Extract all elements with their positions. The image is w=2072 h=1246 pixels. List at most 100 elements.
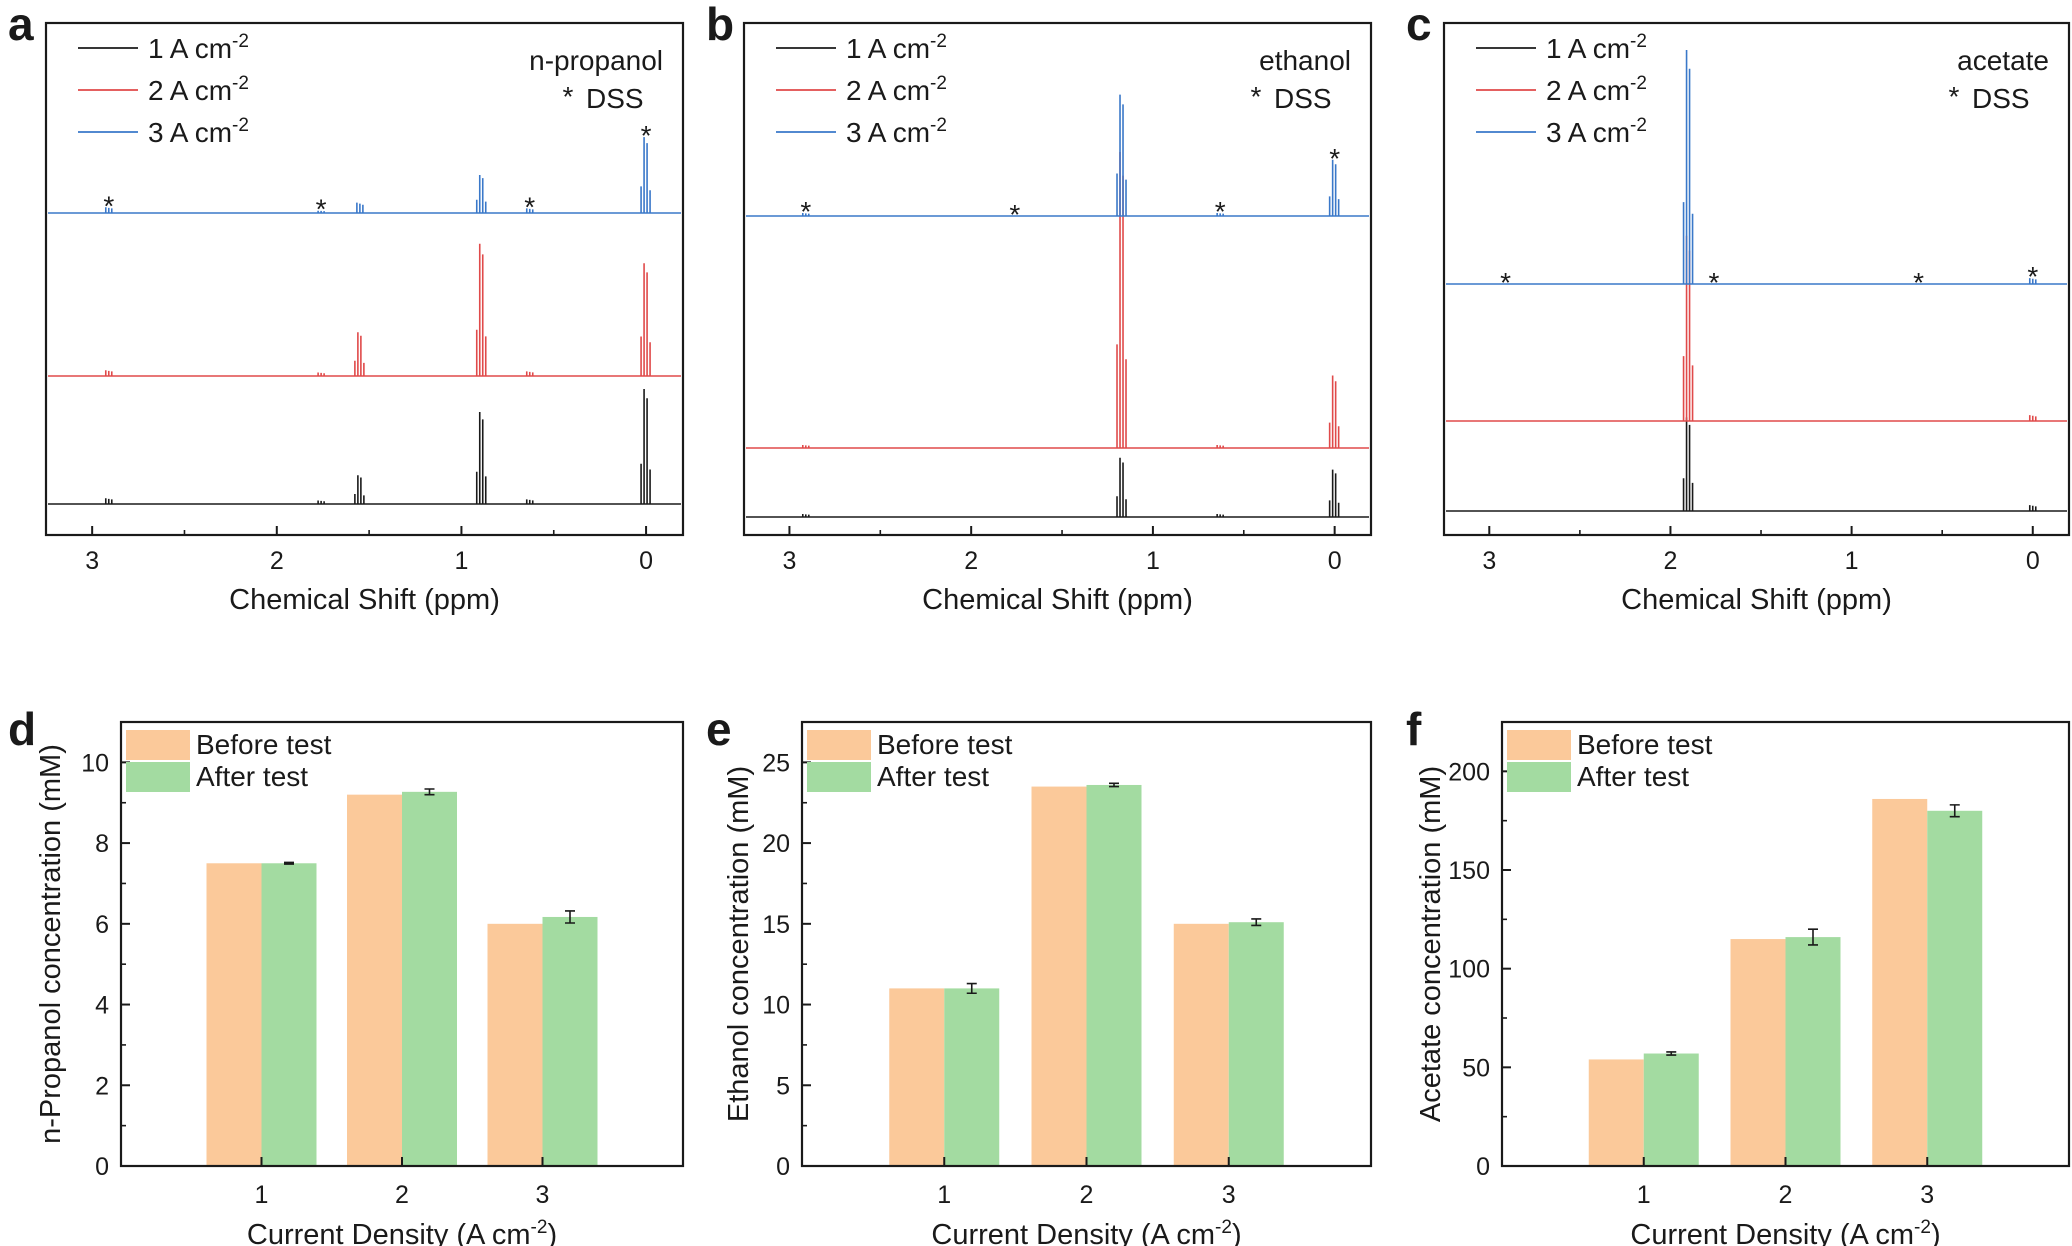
dss-star-marker: *	[1215, 196, 1226, 227]
spectrum-3A	[1446, 50, 2067, 285]
bar-after-2	[402, 791, 457, 1166]
spectrum-peak	[1682, 235, 1694, 421]
error-bar	[966, 982, 977, 995]
spectrum-peak	[2028, 278, 2037, 284]
spectrum-peak	[317, 372, 325, 376]
compound-label: acetate	[1957, 45, 2049, 76]
x-axis-label: Current Density (A cm-2)	[931, 1217, 1241, 1246]
plot-frame	[1442, 21, 2071, 537]
x-tick-label: 1	[454, 547, 468, 575]
dss-star-marker: *	[800, 196, 811, 227]
x-tick-label: 0	[1328, 547, 1342, 575]
text-span: 3 A cm	[846, 117, 930, 148]
bar-before-2	[1730, 939, 1786, 1166]
spectrum-peak	[317, 210, 325, 213]
superscript: -2	[930, 115, 947, 136]
spectrum-3A	[746, 94, 1369, 217]
spectrum-peak	[801, 445, 810, 448]
dss-star-marker: *	[524, 191, 535, 222]
error-bar	[1109, 782, 1119, 788]
dss-star-marker: *	[1500, 267, 1511, 298]
spectrum-peak	[1216, 445, 1224, 448]
panel-label: a	[8, 0, 34, 50]
superscript: -2	[1914, 1217, 1931, 1238]
error-bar	[1251, 918, 1262, 927]
y-tick-label: 0	[776, 1153, 790, 1181]
x-tick-label: 3	[536, 1181, 550, 1209]
text-span: 2 A cm	[846, 75, 930, 106]
bar-after-1	[944, 988, 1000, 1166]
legend-label: 2 A cm-2	[1546, 73, 1647, 106]
dss-star-marker: *	[316, 194, 327, 225]
spectrum-peak	[354, 475, 365, 504]
y-tick-label: 0	[1476, 1153, 1490, 1181]
spectrum-2A	[48, 243, 681, 377]
spectrum-peak	[1116, 152, 1127, 448]
text-span: )	[1931, 1219, 1941, 1246]
spectrum-peak	[640, 137, 651, 213]
superscript: -2	[232, 73, 249, 94]
y-axis-label: n-Propanol concentration (mM)	[35, 744, 67, 1144]
legend-label: Before test	[877, 729, 1013, 760]
dss-star-marker: *	[103, 190, 114, 221]
x-tick-label: 2	[395, 1181, 409, 1209]
y-tick-label: 4	[95, 992, 109, 1020]
bar-panel-d: d 1 2 3 0 2 4 6 8 10 n-Propanol concentration (mM)…	[8, 703, 685, 1246]
spectrum-peak	[640, 389, 651, 504]
text-span: Current Density (A cm	[931, 1219, 1215, 1246]
error-bar	[1949, 804, 1960, 818]
spectrum-peak	[1328, 375, 1340, 448]
panel-label: b	[706, 0, 734, 50]
error-bar	[1808, 928, 1818, 946]
text-span: 2 A cm	[148, 75, 232, 106]
y-tick-label: 15	[762, 911, 790, 939]
bar-after-3	[542, 916, 598, 1166]
spectrum-peak	[525, 499, 534, 504]
spectrum-2A	[1446, 235, 2067, 422]
x-tick-label: 3	[1920, 1181, 1934, 1209]
legend-label: Before test	[196, 729, 332, 760]
error-bar	[284, 861, 294, 865]
x-tick-label: 1	[937, 1181, 951, 1209]
x-tick-label: 1	[1845, 547, 1859, 575]
spectrum-peak	[1328, 469, 1340, 517]
x-tick-label: 1	[255, 1181, 269, 1209]
legend-swatch-after	[807, 762, 871, 792]
text-span: 1 A cm	[846, 33, 930, 64]
legend-label: After test	[196, 761, 308, 792]
dss-star: *	[1251, 81, 1262, 112]
spectrum-peak	[104, 370, 113, 376]
dss-label: DSS	[1972, 83, 2030, 114]
legend-label: 2 A cm-2	[148, 73, 249, 106]
legend-swatch-after	[126, 762, 190, 792]
x-tick-label: 2	[1779, 1181, 1793, 1209]
y-tick-label: 150	[1448, 857, 1490, 885]
spectrum-2A	[746, 152, 1369, 449]
spectrum-1A	[1446, 417, 2067, 512]
bar-before-1	[1588, 1059, 1644, 1166]
bar-before-2	[347, 794, 402, 1166]
dss-star-marker: *	[641, 120, 652, 151]
y-axis-label: Acetate concentration (mM)	[1415, 766, 1447, 1122]
text-span: 2 A cm	[1546, 75, 1630, 106]
legend-label: 3 A cm-2	[1546, 115, 1647, 148]
superscript: -2	[1630, 31, 1647, 52]
bar-before-1	[889, 988, 945, 1166]
spectrum-peak	[1216, 514, 1224, 517]
dss-star-marker: *	[1708, 267, 1719, 298]
superscript: -2	[930, 31, 947, 52]
x-axis-label: Current Density (A cm-2)	[1630, 1217, 1940, 1246]
plot-frame	[1500, 720, 2071, 1168]
spectrum-peak	[475, 175, 487, 213]
superscript: -2	[232, 115, 249, 136]
text-span: )	[1232, 1219, 1242, 1246]
bar-before-3	[1872, 798, 1928, 1166]
x-tick-label: 2	[1080, 1181, 1094, 1209]
x-tick-label: 2	[1663, 547, 1677, 575]
error-bar	[424, 788, 435, 796]
